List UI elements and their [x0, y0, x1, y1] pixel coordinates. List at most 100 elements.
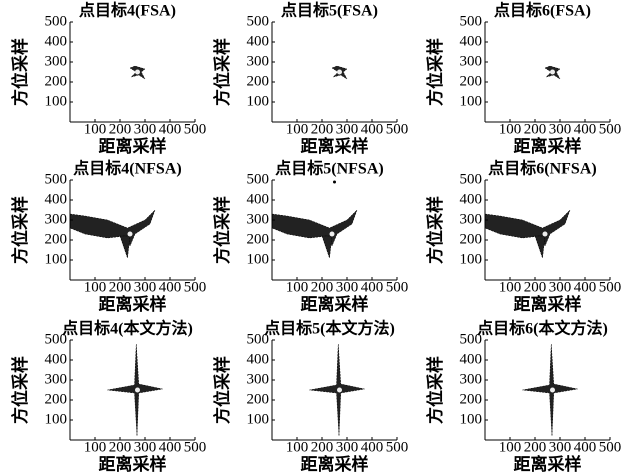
x-tick-label: 100 — [84, 121, 107, 137]
x-tick-label: 500 — [386, 279, 409, 295]
y-tick-label: 200 — [247, 231, 270, 247]
subplot-title: 点目标6(本文方法) — [477, 319, 608, 338]
response-peak — [330, 232, 335, 237]
subplot-title: 点目标5(NFSA) — [275, 159, 383, 178]
x-tick-label: 200 — [311, 279, 334, 295]
response-peak — [550, 70, 555, 75]
x-axis-label: 距离采样 — [514, 294, 582, 314]
subplot-title: 点目标4(FSA) — [79, 1, 176, 20]
y-axis-label: 方位采样 — [425, 38, 445, 106]
response-peak — [135, 388, 140, 393]
subplot-title: 点目标6(NFSA) — [488, 159, 596, 178]
y-tick-label: 200 — [460, 391, 483, 407]
x-tick-label: 300 — [336, 279, 359, 295]
y-tick-label: 400 — [460, 191, 483, 207]
y-tick-label: 500 — [45, 13, 68, 29]
x-axis-label: 距离采样 — [99, 136, 167, 156]
x-tick-label: 300 — [134, 279, 157, 295]
y-tick-label: 200 — [45, 73, 68, 89]
response-pattern — [120, 236, 130, 258]
y-axis-label: 方位采样 — [425, 356, 445, 424]
y-tick-label: 300 — [45, 211, 68, 227]
x-tick-label: 400 — [361, 439, 384, 455]
x-axis-label: 距离采样 — [301, 454, 369, 472]
y-axis-label: 方位采样 — [425, 196, 445, 264]
y-tick-label: 400 — [460, 351, 483, 367]
response-peak — [550, 388, 555, 393]
x-tick-label: 100 — [286, 439, 309, 455]
y-tick-label: 100 — [460, 93, 483, 109]
x-tick-label: 100 — [84, 279, 107, 295]
x-axis-label: 距离采样 — [99, 454, 167, 472]
subplot-title: 点目标4(本文方法) — [62, 319, 193, 338]
x-axis-label: 距离采样 — [514, 454, 582, 472]
x-tick-label: 300 — [336, 439, 359, 455]
y-tick-label: 300 — [45, 371, 68, 387]
y-tick-label: 300 — [460, 211, 483, 227]
x-tick-label: 400 — [361, 121, 384, 137]
y-tick-label: 400 — [45, 191, 68, 207]
y-tick-label: 400 — [247, 351, 270, 367]
y-tick-label: 100 — [460, 251, 483, 267]
x-tick-label: 400 — [159, 279, 182, 295]
response-pattern — [535, 236, 545, 258]
x-tick-label: 200 — [524, 121, 547, 137]
y-tick-label: 500 — [460, 13, 483, 29]
y-tick-label: 300 — [247, 211, 270, 227]
x-tick-label: 500 — [599, 439, 622, 455]
x-tick-label: 100 — [499, 439, 522, 455]
response-speck — [333, 181, 336, 184]
x-tick-label: 300 — [336, 121, 359, 137]
subplot-title: 点目标6(FSA) — [494, 1, 591, 20]
subplot-title: 点目标5(本文方法) — [264, 319, 395, 338]
subplot: 100200300400500100200300400500点目标4(FSA)距… — [10, 1, 206, 156]
x-tick-label: 400 — [574, 439, 597, 455]
x-tick-label: 300 — [134, 121, 157, 137]
response-peak — [135, 70, 140, 75]
y-tick-label: 200 — [247, 73, 270, 89]
y-tick-label: 500 — [247, 171, 270, 187]
y-axis-label: 方位采样 — [10, 356, 30, 424]
y-tick-label: 200 — [460, 73, 483, 89]
response-peak — [337, 388, 342, 393]
x-tick-label: 400 — [159, 439, 182, 455]
response-peak — [337, 70, 342, 75]
y-tick-label: 500 — [460, 171, 483, 187]
y-tick-label: 400 — [45, 351, 68, 367]
y-tick-label: 400 — [460, 33, 483, 49]
response-pattern — [322, 236, 332, 258]
subplot-title: 点目标4(NFSA) — [73, 159, 181, 178]
y-tick-label: 500 — [45, 171, 68, 187]
x-tick-label: 200 — [109, 121, 132, 137]
y-tick-label: 300 — [247, 53, 270, 69]
x-tick-label: 200 — [311, 121, 334, 137]
y-tick-label: 100 — [460, 411, 483, 427]
x-tick-label: 500 — [386, 121, 409, 137]
response-pattern — [272, 210, 357, 246]
y-tick-label: 100 — [45, 411, 68, 427]
y-axis-label: 方位采样 — [10, 38, 30, 106]
y-axis-label: 方位采样 — [10, 196, 30, 264]
y-tick-label: 300 — [247, 371, 270, 387]
x-axis-label: 距离采样 — [301, 136, 369, 156]
x-axis-label: 距离采样 — [514, 136, 582, 156]
y-axis-label: 方位采样 — [212, 196, 232, 264]
response-pattern — [70, 210, 155, 246]
y-tick-label: 100 — [247, 251, 270, 267]
subplot: 100200300400500100200300400500点目标5(FSA)距… — [212, 1, 408, 156]
x-tick-label: 200 — [524, 439, 547, 455]
y-axis-label: 方位采样 — [212, 38, 232, 106]
x-tick-label: 100 — [499, 121, 522, 137]
y-tick-label: 200 — [460, 231, 483, 247]
x-tick-label: 300 — [134, 439, 157, 455]
y-tick-label: 300 — [45, 53, 68, 69]
x-tick-label: 500 — [184, 439, 207, 455]
x-tick-label: 500 — [386, 439, 409, 455]
y-tick-label: 400 — [247, 191, 270, 207]
y-tick-label: 500 — [247, 13, 270, 29]
x-tick-label: 300 — [549, 279, 572, 295]
